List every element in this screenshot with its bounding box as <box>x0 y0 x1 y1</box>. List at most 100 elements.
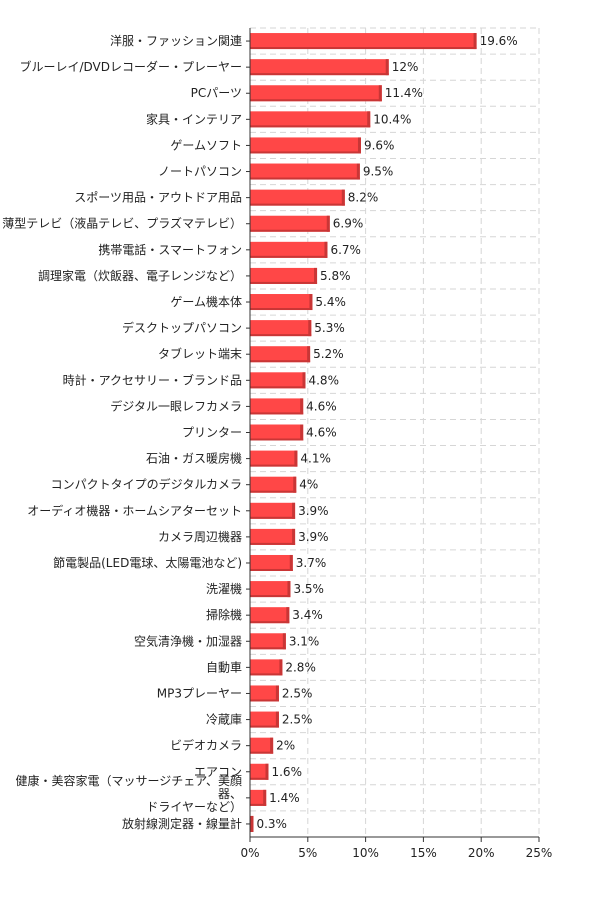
category-label: MP3プレーヤー <box>157 686 242 700</box>
category-label: スポーツ用品・アウトドア用品 <box>74 191 242 205</box>
bar <box>250 346 311 363</box>
value-label: 3.9% <box>298 530 329 544</box>
value-label: 1.6% <box>271 765 302 779</box>
bar-bottom-edge <box>250 595 291 598</box>
category-label: 冷蔵庫 <box>206 713 242 727</box>
bar <box>250 633 286 650</box>
bar <box>250 502 296 519</box>
bar <box>250 476 297 493</box>
x-tick-label: 5% <box>298 846 317 860</box>
category-label: PCパーツ <box>191 86 242 100</box>
bar-bottom-edge <box>250 334 312 337</box>
bar <box>250 215 330 232</box>
category-label: プリンター <box>182 426 242 440</box>
bar <box>250 33 477 50</box>
bar <box>250 528 296 545</box>
value-label: 3.9% <box>298 504 329 518</box>
category-label: 洗濯機 <box>206 581 242 596</box>
bar-edge <box>282 633 286 650</box>
bar-bottom-edge <box>250 47 477 50</box>
category-label: ゲームソフト <box>170 138 242 152</box>
bar-bottom-edge <box>250 699 279 702</box>
bar-bottom-edge <box>250 73 389 76</box>
category-label: タブレット端末 <box>158 346 242 361</box>
bar-edge <box>326 215 330 232</box>
category-label: 健康・美容家電（マッサージチェア、美顔器、ドライヤーなど） <box>15 773 242 814</box>
category-label: ノートパソコン <box>158 165 242 179</box>
bar-bottom-edge <box>250 490 297 493</box>
bar <box>250 59 389 76</box>
bar <box>250 554 293 571</box>
value-label: 1.4% <box>269 791 300 805</box>
category-label: 石油・ガス暖房機 <box>146 451 242 466</box>
x-tick-label: 10% <box>352 846 379 860</box>
value-label: 6.7% <box>330 243 361 257</box>
value-label: 9.5% <box>363 165 394 179</box>
bar <box>250 737 274 754</box>
bar-bottom-edge <box>250 464 298 467</box>
value-label: 2.8% <box>285 660 316 674</box>
bar-edge <box>357 137 361 154</box>
bar-bottom-edge <box>250 673 283 676</box>
bar <box>250 163 360 180</box>
bar <box>250 789 267 806</box>
bar-edge <box>292 502 296 519</box>
bar <box>250 763 269 780</box>
bar-bottom-edge <box>250 542 296 545</box>
bar-edge <box>275 685 279 702</box>
bar-bottom-edge <box>250 516 296 519</box>
value-label: 10.4% <box>373 112 411 126</box>
value-label: 4.6% <box>306 399 337 413</box>
category-label: 空気清浄機・加湿器 <box>134 633 242 648</box>
value-label: 2% <box>276 739 295 753</box>
grid-lines <box>250 27 540 838</box>
category-label: カメラ周辺機器 <box>158 529 242 544</box>
bar-edge <box>385 59 389 76</box>
bar-bottom-edge <box>250 647 286 650</box>
axes: 0% 5% 10% 15% 20% 25% <box>240 28 552 860</box>
value-label: 4.6% <box>306 426 337 440</box>
value-label: 0.3% <box>256 817 287 831</box>
bar-edge <box>341 189 345 206</box>
bar-bottom-edge <box>250 229 330 232</box>
bar-edge <box>265 763 269 780</box>
category-label: コンパクトタイプのデジタルカメラ <box>51 477 242 492</box>
value-label: 2.5% <box>282 686 313 700</box>
value-label: 4.1% <box>300 452 331 466</box>
bar-edge <box>367 111 371 128</box>
category-label: 家具・インテリア <box>146 111 242 126</box>
bar-bottom-edge <box>250 412 304 415</box>
value-label: 19.6% <box>480 34 518 48</box>
bar <box>250 294 313 311</box>
bar-bottom-edge <box>250 255 328 258</box>
bar <box>250 111 371 128</box>
bar-edge <box>378 85 382 102</box>
bar <box>250 424 304 441</box>
category-label: 洋服・ファッション関連 <box>110 33 242 48</box>
bar-edge <box>307 346 311 363</box>
bar <box>250 398 304 415</box>
bar-bottom-edge <box>250 725 279 728</box>
bar <box>250 137 361 154</box>
bar-bottom-edge <box>250 803 267 806</box>
bar <box>250 711 279 728</box>
category-label: エアコン <box>194 765 242 779</box>
value-label: 5.2% <box>313 347 344 361</box>
category-label: デジタル一眼レフカメラ <box>110 398 242 413</box>
bar-edge <box>356 163 360 180</box>
bar <box>250 372 306 389</box>
bar-bottom-edge <box>250 360 311 363</box>
bar <box>250 685 279 702</box>
category-label: 薄型テレビ（液晶テレビ、プラズマテレビ） <box>2 216 242 231</box>
bar-bottom-edge <box>250 751 274 754</box>
bar <box>250 607 290 624</box>
bar-edge <box>286 607 290 624</box>
value-label: 3.1% <box>289 634 320 648</box>
bar-edge <box>270 737 274 754</box>
bar-bottom-edge <box>250 621 290 624</box>
value-label: 9.6% <box>364 138 395 152</box>
bar-edge <box>314 267 318 284</box>
bar <box>250 581 291 598</box>
